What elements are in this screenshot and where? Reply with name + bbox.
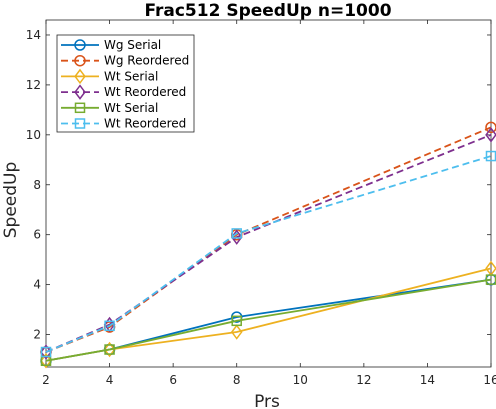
- x-tick-label: 4: [106, 373, 114, 387]
- legend-entry: Wg Reordered: [61, 54, 189, 68]
- x-tick-label: 6: [169, 373, 177, 387]
- legend-label: Wt Reordered: [104, 117, 186, 131]
- chart-title: Frac512 SpeedUp n=1000: [144, 1, 391, 21]
- data-point: [40, 346, 52, 358]
- legend-entry: Wt Serial: [61, 68, 158, 85]
- data-point: [103, 316, 116, 333]
- legend-label: Wg Serial: [104, 38, 161, 52]
- legend-entry: Wt Reordered: [61, 84, 186, 100]
- data-point: [104, 344, 115, 355]
- legend-marker: [74, 102, 86, 114]
- legend-entry: Wt Serial: [61, 101, 158, 115]
- data-point: [104, 320, 115, 332]
- data-point: [231, 315, 242, 327]
- series-6: [40, 150, 496, 358]
- y-tick-label: 2: [33, 328, 41, 342]
- y-tick-label: 4: [33, 278, 41, 292]
- legend-label: Wt Serial: [104, 69, 158, 83]
- legend-marker: [74, 39, 86, 51]
- legend-marker: [74, 118, 86, 129]
- series-line: [45, 278, 492, 362]
- x-tick-label: 8: [233, 373, 241, 387]
- y-tick-label: 10: [26, 128, 41, 142]
- legend-entry: Wt Reordered: [61, 117, 186, 131]
- data-point: [231, 228, 242, 239]
- legend-label: Wg Reordered: [104, 54, 189, 68]
- data-point: [485, 121, 496, 134]
- y-tick-label: 8: [33, 178, 41, 192]
- legend-marker: [74, 84, 86, 100]
- legend-label: Wt Reordered: [104, 85, 186, 99]
- y-axis-label: SpeedUp: [1, 162, 21, 239]
- data-point: [40, 353, 52, 369]
- y-tick-label: 12: [26, 78, 41, 92]
- data-point: [485, 127, 496, 143]
- x-tick-label: 14: [420, 373, 435, 387]
- data-point: [103, 341, 116, 358]
- x-tick-label: 10: [293, 373, 308, 387]
- legend-marker: [74, 54, 86, 67]
- x-tick-label: 2: [42, 373, 50, 387]
- legend-marker: [74, 68, 86, 85]
- data-point: [230, 324, 243, 340]
- legend-label: Wt Serial: [104, 101, 158, 115]
- legend-entry: Wg Serial: [61, 38, 161, 52]
- series-line: [45, 155, 492, 353]
- x-axis-label: Prs: [254, 392, 280, 409]
- series-layer: [40, 121, 496, 369]
- x-tick-label: 12: [356, 373, 371, 387]
- x-tick-label: 16: [483, 373, 496, 387]
- y-tick-label: 14: [26, 28, 41, 42]
- y-tick-label: 6: [33, 228, 41, 242]
